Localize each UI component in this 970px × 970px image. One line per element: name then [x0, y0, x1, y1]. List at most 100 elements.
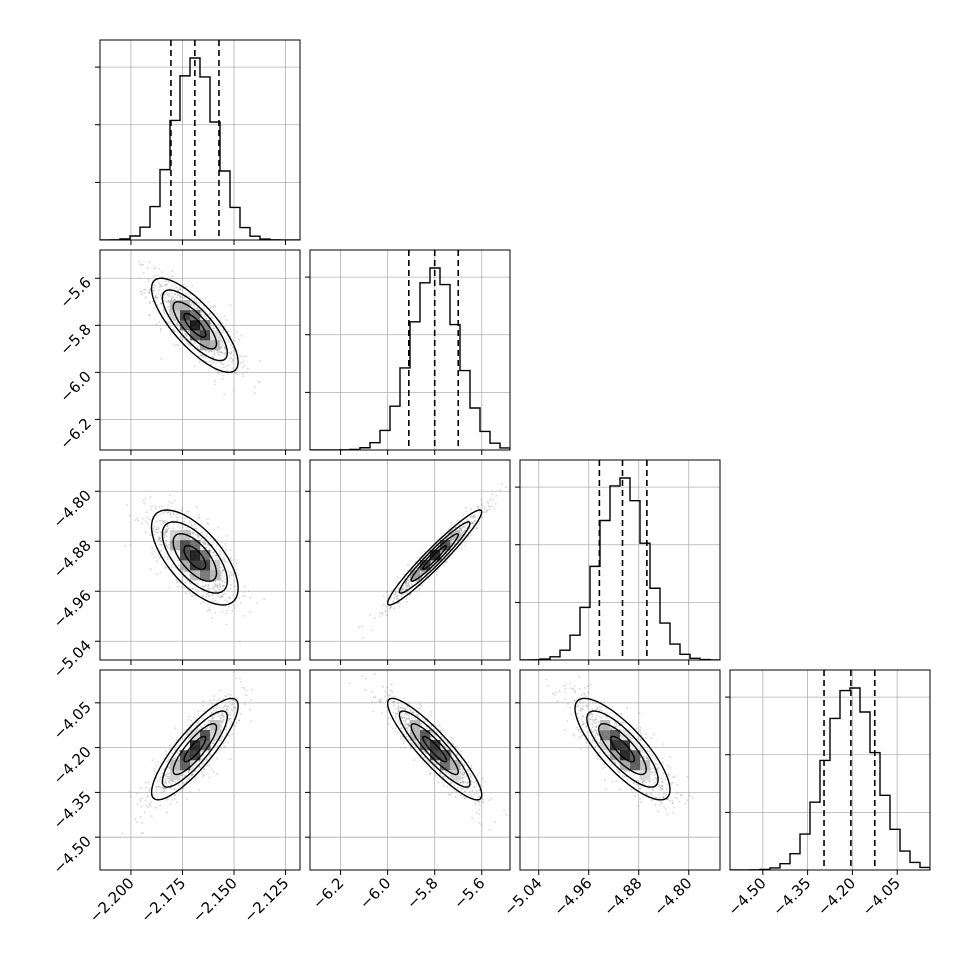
sample-point [191, 524, 194, 527]
sample-point [182, 587, 185, 590]
sample-point [217, 595, 220, 597]
sample-point [148, 292, 151, 294]
sample-point [186, 579, 189, 582]
sample-point [384, 609, 387, 612]
sample-point [177, 564, 180, 567]
sample-point [156, 296, 159, 299]
sample-point [392, 711, 395, 714]
sample-point [136, 803, 139, 805]
sample-point [420, 753, 423, 756]
sample-point [172, 297, 175, 299]
sample-point [152, 289, 155, 292]
sample-point [153, 533, 156, 536]
sample-point [236, 559, 239, 561]
sample-point [179, 294, 182, 297]
sample-point [225, 695, 228, 698]
sample-point [194, 527, 197, 530]
sample-point [405, 601, 408, 603]
sample-point [173, 566, 176, 569]
sample-point [180, 579, 183, 582]
sample-point [471, 780, 473, 783]
sample-point [165, 283, 167, 286]
sample-point [201, 354, 204, 356]
sample-point [396, 602, 399, 605]
sample-point [398, 709, 400, 712]
sample-point [386, 692, 388, 695]
sample-point [212, 551, 215, 554]
sample-point [176, 751, 179, 754]
sample-point [680, 794, 682, 797]
sample-point [226, 600, 229, 603]
sample-point [191, 773, 194, 776]
sample-point [232, 594, 234, 596]
sample-point [212, 325, 215, 327]
sample-point [169, 295, 171, 297]
sample-point [193, 299, 196, 301]
sample-point [220, 726, 223, 729]
sample-point [188, 330, 191, 333]
sample-point [487, 505, 490, 508]
sample-point [173, 787, 176, 790]
sample-point [208, 594, 211, 597]
sample-point [397, 707, 399, 710]
sample-point [231, 559, 233, 562]
sample-point [166, 283, 169, 286]
sample-point [467, 773, 470, 776]
sample-point [232, 360, 234, 362]
sample-point [410, 582, 413, 585]
sample-point [407, 582, 410, 584]
sample-point [406, 723, 409, 726]
sample-point [191, 302, 193, 304]
sample-point [177, 323, 180, 326]
sample-point [411, 717, 413, 720]
sample-point [169, 277, 172, 280]
sample-point [167, 773, 169, 775]
sample-point [202, 762, 205, 765]
sample-point [205, 535, 208, 538]
sample-point [171, 502, 173, 504]
sample-point [163, 768, 165, 771]
sample-point [464, 797, 467, 799]
sample-point [159, 550, 162, 553]
sample-point [208, 754, 210, 757]
sample-point [583, 687, 586, 689]
sample-point [208, 584, 210, 587]
sample-point [154, 556, 156, 559]
sample-point [165, 280, 167, 282]
contour-3 [150, 509, 239, 606]
sample-point [385, 599, 388, 602]
sample-point [219, 689, 222, 692]
sample-point [183, 371, 185, 374]
sample-point [191, 761, 194, 764]
sample-point [429, 773, 431, 775]
sample-point [481, 779, 483, 781]
sample-point [465, 775, 467, 778]
sample-point [397, 702, 399, 704]
sample-point [408, 722, 410, 725]
sample-point [219, 586, 222, 588]
sample-point [158, 537, 161, 540]
sample-point [175, 323, 178, 326]
y-tick-label: −4.96 [50, 586, 95, 631]
sample-point [140, 293, 143, 296]
sample-point [160, 549, 163, 551]
sample-point [220, 351, 223, 353]
sample-point [216, 349, 219, 352]
sample-point [219, 717, 222, 720]
sample-point [161, 545, 163, 548]
sample-point [486, 500, 489, 503]
sample-point [225, 560, 228, 563]
sample-point [229, 717, 232, 720]
sample-point [420, 570, 423, 572]
sample-point [223, 575, 226, 577]
sample-point [201, 758, 204, 760]
sample-point [207, 583, 210, 586]
sample-point [181, 787, 184, 790]
sample-point [205, 723, 208, 726]
sample-point [480, 823, 483, 826]
sample-point [227, 580, 230, 583]
sample-point [221, 546, 224, 549]
sample-point [141, 797, 144, 800]
contour-1 [172, 301, 218, 350]
y-tick-label: −4.80 [50, 486, 95, 531]
